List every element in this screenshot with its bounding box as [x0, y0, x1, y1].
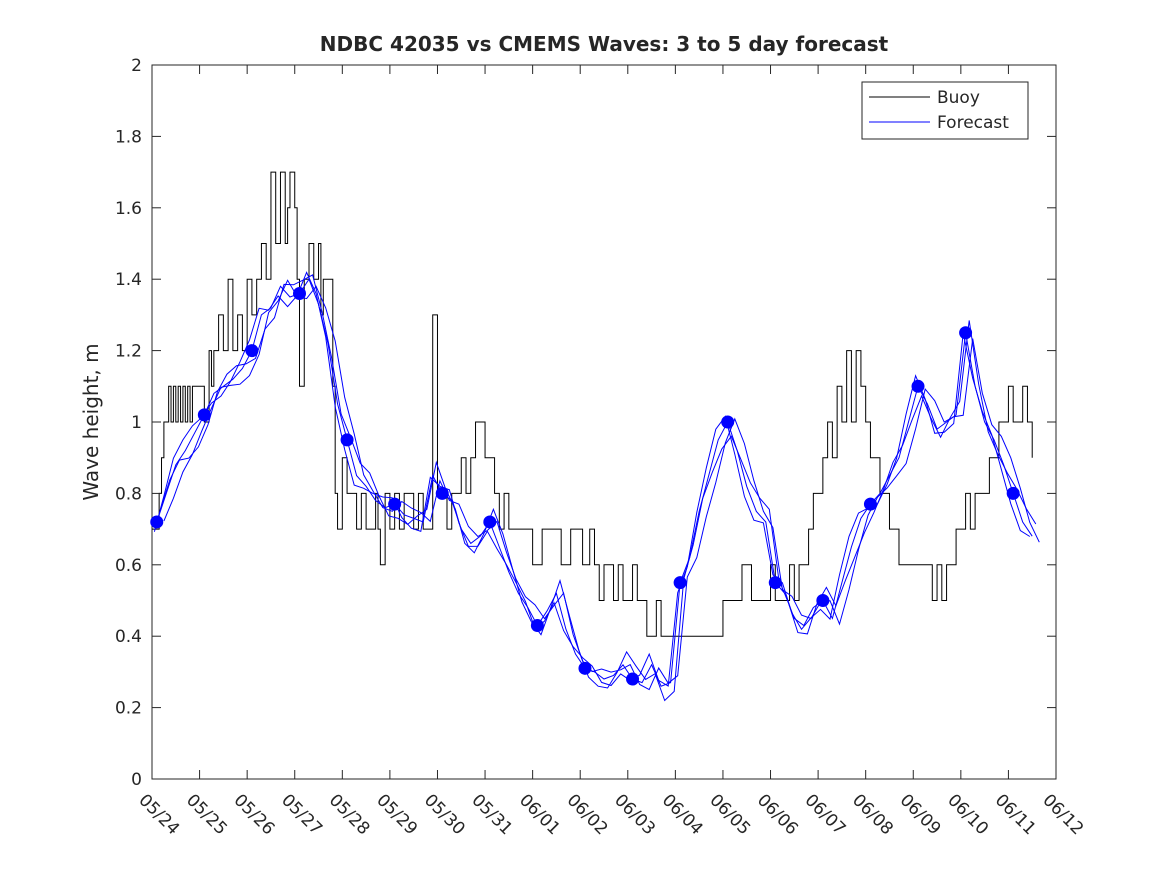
forecast-marker [673, 576, 687, 590]
forecast-marker [816, 594, 830, 607]
x-tick-label: 06/03 [610, 790, 659, 839]
x-tick-label: 05/30 [420, 790, 469, 839]
x-tick-label: 05/29 [372, 790, 421, 839]
x-tick-label: 05/28 [325, 790, 374, 839]
x-tick-label: 05/26 [230, 790, 279, 839]
legend-box [861, 81, 1029, 140]
x-tick-label: 06/02 [563, 790, 612, 839]
x-tick-label: 06/08 [848, 790, 897, 839]
x-tick-label: 06/10 [943, 790, 992, 839]
y-tick-label: 0 [131, 770, 142, 790]
forecast-marker [578, 661, 592, 675]
y-tick-label: 2 [131, 56, 142, 76]
axes-box [151, 64, 1057, 780]
x-tick-label: 06/05 [705, 790, 754, 839]
x-tick-label: 06/04 [658, 790, 707, 839]
y-tick-label: 0.6 [115, 556, 142, 576]
forecast-marker [245, 344, 259, 358]
x-tick-label: 06/07 [801, 790, 850, 839]
forecast-marker [292, 286, 306, 300]
forecast-marker [1006, 486, 1020, 500]
x-tick-label: 06/06 [753, 790, 802, 839]
y-tick-label: 1 [131, 413, 142, 433]
forecast-line [163, 279, 1040, 691]
y-tick-label: 1.8 [115, 127, 142, 147]
x-tick-label: 06/01 [515, 790, 564, 839]
forecast-marker [435, 486, 449, 500]
forecast-line [159, 274, 1037, 702]
y-axis-label: Wave height, m [79, 343, 103, 500]
forecast-marker [530, 618, 544, 632]
forecast-marker [721, 415, 735, 429]
chart-title: NDBC 42035 vs CMEMS Waves: 3 to 5 day fo… [320, 32, 889, 56]
y-tick-label: 1.2 [115, 342, 142, 362]
forecast-marker [911, 379, 925, 393]
x-tick-label: 05/25 [182, 790, 231, 839]
x-tick-label: 06/12 [1038, 790, 1087, 839]
legend: Buoy Forecast [861, 81, 1029, 140]
forecast-marker [768, 576, 782, 590]
forecast-marker [626, 672, 640, 686]
y-axis: 0 0.2 0.4 0.6 0.8 1 1.2 1.4 1.6 1.8 2 [115, 56, 1056, 790]
y-tick-label: 0.8 [115, 484, 142, 504]
forecast-marker [388, 497, 402, 511]
plot-area: 00.20.40.60.811.21.41.61.82 05/2405/2505… [115, 56, 1087, 839]
forecast-marker [959, 326, 973, 340]
legend-label-forecast: Forecast [937, 113, 1009, 133]
x-tick-label: 05/24 [134, 790, 183, 839]
y-tick-label: 1.6 [115, 199, 142, 219]
x-tick-label: 05/31 [468, 790, 517, 839]
forecast-marker [863, 497, 877, 511]
y-tick-label: 1.4 [115, 270, 142, 290]
forecast-marker [483, 515, 497, 529]
forecast-marker [340, 433, 354, 447]
forecast-marker [197, 408, 211, 422]
x-tick-label: 06/11 [991, 790, 1040, 839]
forecast-marker-layer [150, 286, 1020, 686]
y-tick-label: 0.4 [115, 627, 142, 647]
forecast-marker [150, 515, 164, 529]
x-tick-label: 05/27 [277, 790, 326, 839]
y-tick-label: 0.2 [115, 699, 142, 719]
x-tick-label: 06/09 [896, 790, 945, 839]
legend-label-buoy: Buoy [937, 88, 980, 108]
